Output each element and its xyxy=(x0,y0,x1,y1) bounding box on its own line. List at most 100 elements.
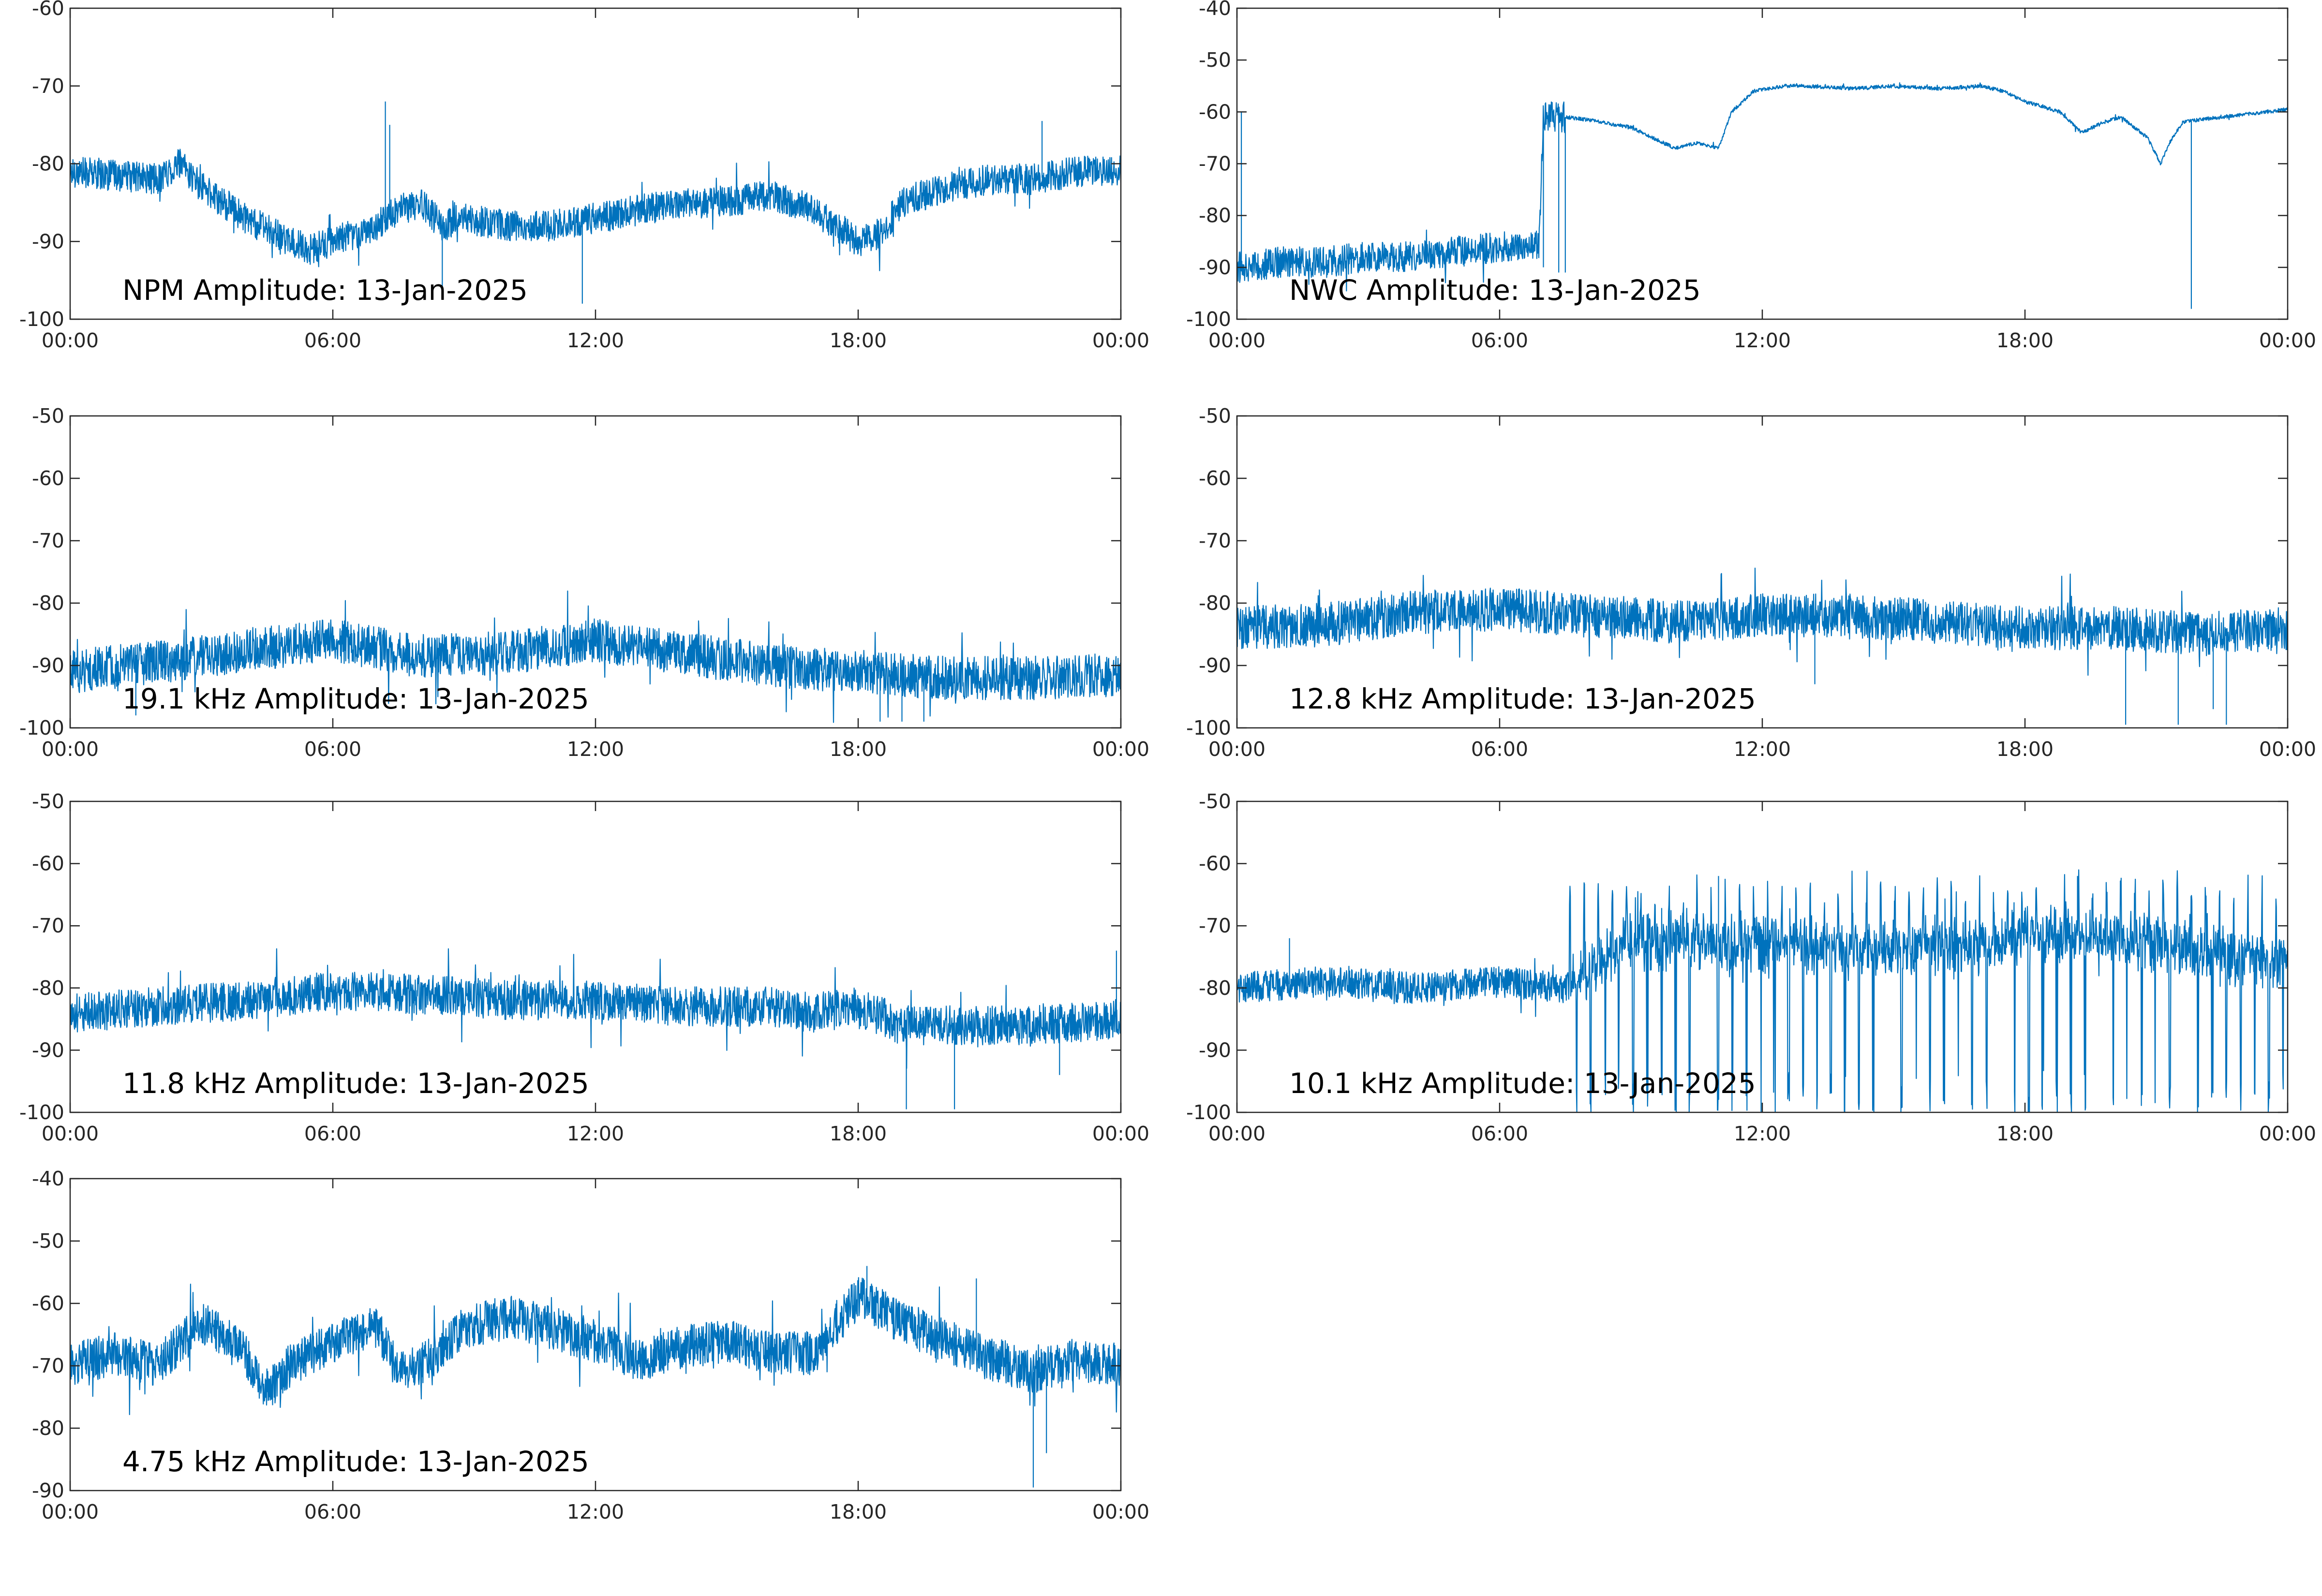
x-tick-label: 00:00 xyxy=(2259,329,2316,352)
x-tick-label: 06:00 xyxy=(1471,738,1528,761)
y-tick-label: -100 xyxy=(19,308,64,331)
y-tick-label: -40 xyxy=(1199,0,1231,20)
y-tick-label: -40 xyxy=(32,1167,64,1190)
panel-title: 10.1 kHz Amplitude: 13-Jan-2025 xyxy=(1289,1067,1756,1100)
y-tick-label: -50 xyxy=(1199,404,1231,428)
data-trace xyxy=(70,101,1121,304)
x-tick-label: 18:00 xyxy=(1996,738,2054,761)
y-tick-label: -70 xyxy=(32,1354,64,1377)
x-tick-label: 06:00 xyxy=(304,329,361,352)
y-tick-label: -100 xyxy=(1186,1101,1231,1124)
panel-title: 4.75 kHz Amplitude: 13-Jan-2025 xyxy=(122,1445,589,1478)
x-tick-label: 18:00 xyxy=(1996,1122,2054,1145)
y-tick-label: -70 xyxy=(32,914,64,937)
y-tick-label: -80 xyxy=(32,152,64,176)
panel-title: 11.8 kHz Amplitude: 13-Jan-2025 xyxy=(122,1067,589,1100)
x-tick-label: 00:00 xyxy=(1092,738,1149,761)
y-tick-label: -70 xyxy=(32,529,64,552)
y-tick-label: -90 xyxy=(1199,654,1231,677)
y-tick-label: -80 xyxy=(32,591,64,615)
y-tick-label: -60 xyxy=(32,467,64,490)
x-tick-label: 06:00 xyxy=(1471,329,1528,352)
y-tick-label: -50 xyxy=(32,404,64,428)
data-trace xyxy=(70,948,1121,1109)
x-tick-label: 06:00 xyxy=(304,1122,361,1145)
x-tick-label: 12:00 xyxy=(1734,738,1791,761)
x-tick-label: 18:00 xyxy=(830,329,887,352)
x-tick-label: 00:00 xyxy=(1208,738,1265,761)
x-tick-label: 18:00 xyxy=(830,1500,887,1523)
data-trace xyxy=(70,1266,1121,1488)
y-tick-label: -90 xyxy=(32,654,64,677)
x-tick-label: 00:00 xyxy=(1208,1122,1265,1145)
panel-title: NWC Amplitude: 13-Jan-2025 xyxy=(1289,274,1701,307)
x-tick-label: 00:00 xyxy=(1092,1500,1149,1523)
y-tick-label: -70 xyxy=(32,74,64,98)
y-tick-label: -80 xyxy=(32,976,64,1000)
y-tick-label: -70 xyxy=(1199,152,1231,176)
x-tick-label: 00:00 xyxy=(42,1500,99,1523)
y-tick-label: -60 xyxy=(32,1292,64,1315)
x-tick-label: 18:00 xyxy=(1996,329,2054,352)
x-tick-label: 12:00 xyxy=(1734,1122,1791,1145)
y-tick-label: -60 xyxy=(1199,100,1231,123)
panel-title: NPM Amplitude: 13-Jan-2025 xyxy=(122,274,528,307)
y-tick-label: -100 xyxy=(1186,308,1231,331)
y-tick-label: -50 xyxy=(1199,790,1231,813)
y-tick-label: -100 xyxy=(19,1101,64,1124)
x-tick-label: 00:00 xyxy=(1092,329,1149,352)
x-tick-label: 18:00 xyxy=(830,1122,887,1145)
y-tick-label: -80 xyxy=(1199,204,1231,227)
y-tick-label: -80 xyxy=(32,1417,64,1440)
y-tick-label: -60 xyxy=(32,852,64,875)
data-trace xyxy=(1237,567,2288,725)
x-tick-label: 06:00 xyxy=(304,1500,361,1523)
y-tick-label: -50 xyxy=(32,790,64,813)
y-tick-label: -70 xyxy=(1199,914,1231,937)
data-trace xyxy=(1237,869,2288,1112)
x-tick-label: 12:00 xyxy=(1734,329,1791,352)
x-tick-label: 06:00 xyxy=(304,738,361,761)
y-tick-label: -90 xyxy=(32,1038,64,1062)
y-tick-label: -60 xyxy=(1199,467,1231,490)
y-tick-label: -80 xyxy=(1199,591,1231,615)
y-tick-label: -50 xyxy=(1199,48,1231,72)
y-tick-label: -60 xyxy=(1199,852,1231,875)
data-trace xyxy=(70,591,1121,723)
x-tick-label: 12:00 xyxy=(567,738,624,761)
y-tick-label: -90 xyxy=(32,230,64,253)
x-tick-label: 00:00 xyxy=(42,1122,99,1145)
panel-title: 19.1 kHz Amplitude: 13-Jan-2025 xyxy=(122,682,589,715)
data-trace xyxy=(1237,82,2288,309)
x-tick-label: 00:00 xyxy=(1092,1122,1149,1145)
y-tick-label: -100 xyxy=(1186,716,1231,739)
x-tick-label: 18:00 xyxy=(830,738,887,761)
y-tick-label: -50 xyxy=(32,1229,64,1253)
x-tick-label: 00:00 xyxy=(2259,738,2316,761)
x-tick-label: 06:00 xyxy=(1471,1122,1528,1145)
x-tick-label: 12:00 xyxy=(567,329,624,352)
x-tick-label: 00:00 xyxy=(1208,329,1265,352)
x-tick-label: 12:00 xyxy=(567,1122,624,1145)
y-tick-label: -60 xyxy=(32,0,64,20)
y-tick-label: -90 xyxy=(1199,256,1231,279)
x-tick-label: 12:00 xyxy=(567,1500,624,1523)
y-tick-label: -90 xyxy=(1199,1038,1231,1062)
x-tick-label: 00:00 xyxy=(42,329,99,352)
